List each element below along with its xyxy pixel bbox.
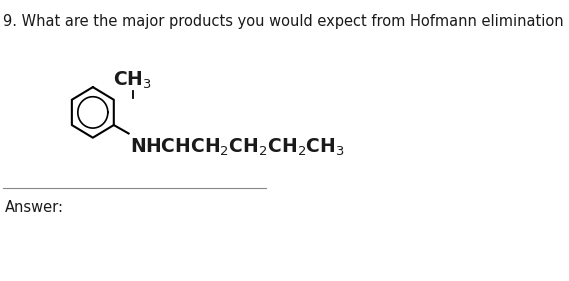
Text: Answer:: Answer: xyxy=(5,200,64,214)
Text: 9. What are the major products you would expect from Hofmann elimination of the : 9. What are the major products you would… xyxy=(3,14,569,29)
Text: NHCHCH$_2$CH$_2$CH$_2$CH$_3$: NHCHCH$_2$CH$_2$CH$_2$CH$_3$ xyxy=(130,136,345,158)
Text: CH$_3$: CH$_3$ xyxy=(113,70,152,91)
